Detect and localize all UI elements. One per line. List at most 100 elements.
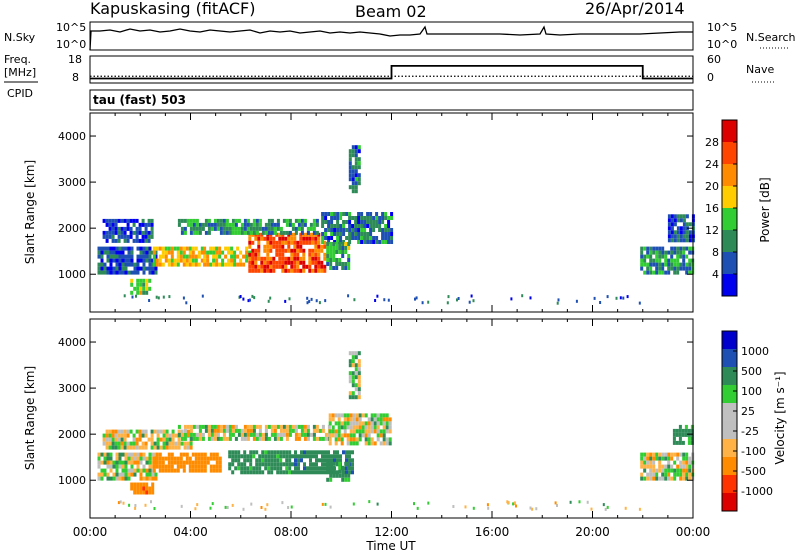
- heatmap-cell: [339, 232, 343, 236]
- heatmap-cell: [679, 468, 683, 473]
- heatmap-cell: [338, 469, 342, 474]
- heatmap-cell: [305, 236, 309, 241]
- heatmap-cell: [231, 462, 235, 467]
- heatmap-cell: [354, 363, 358, 368]
- heatmap-cell: [267, 230, 271, 235]
- heatmap-cell: [302, 264, 306, 269]
- heatmap-cell: [336, 470, 339, 475]
- nave-tick-low: 0: [707, 71, 714, 84]
- heatmap-cell: [351, 462, 354, 467]
- heatmap-cell: [252, 466, 256, 471]
- heatmap-cell: [106, 476, 110, 481]
- heatmap-cell: [245, 258, 249, 263]
- heatmap-cell: [309, 222, 313, 227]
- heatmap-speck: [472, 299, 475, 303]
- heatmap-cell: [272, 256, 276, 261]
- heatmap-cell: [255, 424, 259, 429]
- noise-right-tick-high: 10^5: [707, 21, 737, 34]
- heatmap-cell: [675, 428, 679, 433]
- heatmap-cell: [124, 472, 128, 477]
- heatmap-cell: [145, 254, 149, 259]
- heatmap-cell: [348, 185, 352, 190]
- heatmap-cell: [355, 437, 359, 442]
- heatmap-cell: [288, 428, 292, 433]
- heatmap-speck: [554, 501, 557, 505]
- heatmap-cell: [130, 282, 134, 287]
- heatmap-cell: [186, 218, 190, 223]
- heatmap-cell: [158, 246, 162, 251]
- heatmap-cell: [155, 456, 159, 461]
- heatmap-cell: [273, 436, 277, 441]
- cpid-label: CPID: [7, 87, 33, 100]
- heatmap-cell: [685, 230, 689, 235]
- heatmap-cell: [385, 413, 389, 418]
- heatmap-cell: [145, 468, 149, 473]
- heatmap-cell: [130, 278, 134, 283]
- heatmap-cell: [272, 264, 276, 269]
- heatmap-cell: [194, 456, 198, 461]
- heatmap-speck: [284, 299, 287, 303]
- heatmap-cell: [144, 429, 148, 434]
- heatmap-cell: [376, 429, 380, 434]
- heatmap-cell: [152, 246, 156, 251]
- heatmap-cell: [293, 248, 297, 253]
- heatmap-cell: [183, 226, 187, 231]
- heatmap-cell: [336, 212, 340, 216]
- heatmap-cell: [270, 466, 274, 471]
- heatmap-speck: [318, 301, 321, 305]
- heatmap-cell: [379, 413, 383, 418]
- heatmap-cell: [664, 254, 668, 259]
- heatmap-cell: [385, 425, 389, 430]
- heatmap-cell: [351, 359, 355, 364]
- heatmap-cell: [273, 458, 277, 463]
- heatmap-cell: [231, 470, 235, 475]
- heatmap-cell: [382, 425, 386, 430]
- heatmap-cell: [357, 387, 361, 392]
- heatmap-cell: [318, 470, 321, 475]
- heatmap-cell: [215, 246, 219, 251]
- heatmap-cell: [109, 464, 113, 469]
- heatmap-cell: [231, 226, 235, 231]
- heatmap-cell: [209, 452, 213, 457]
- heatmap-cell: [379, 417, 383, 422]
- heatmap-cell: [243, 428, 247, 433]
- heatmap-speck: [376, 502, 379, 506]
- heatmap-cell: [682, 464, 686, 469]
- heatmap-cell: [212, 250, 216, 255]
- heatmap-cell: [109, 258, 113, 263]
- heatmap-cell: [246, 432, 250, 437]
- heatmap-cell: [164, 246, 168, 251]
- heatmap-cell: [652, 468, 656, 473]
- heatmap-speck: [148, 299, 151, 302]
- heatmap-cell: [658, 460, 662, 465]
- heatmap-cell: [216, 432, 220, 437]
- heatmap-cell: [251, 252, 255, 257]
- heatmap-cell: [179, 452, 183, 457]
- heatmap-cell: [100, 262, 104, 267]
- heatmap-speck: [201, 294, 204, 298]
- heatmap-cell: [285, 462, 289, 467]
- heatmap-cell: [687, 428, 691, 433]
- heatmap-cell: [282, 230, 286, 235]
- heatmap-cell: [658, 246, 662, 251]
- heatmap-speck: [593, 296, 596, 300]
- heatmap-cell: [145, 290, 149, 295]
- heatmap-cell: [228, 428, 232, 433]
- heatmap-cell: [221, 262, 225, 267]
- heatmap-cell: [177, 218, 181, 223]
- heatmap-cell: [215, 452, 219, 457]
- heatmap-cell: [192, 218, 196, 223]
- heatmap-cell: [240, 226, 244, 231]
- heatmap-cell: [366, 212, 370, 216]
- heatmap-cell: [201, 436, 205, 441]
- heatmap-cell: [369, 228, 373, 232]
- heatmap-cell: [664, 476, 668, 481]
- heatmap-cell: [317, 240, 321, 245]
- heatmap-cell: [245, 250, 249, 255]
- heatmap-cell: [348, 351, 352, 356]
- heatmap-cell: [118, 476, 122, 481]
- heatmap-cell: [191, 464, 195, 469]
- heatmap-cell: [261, 436, 265, 441]
- heatmap-speck: [586, 500, 589, 504]
- heatmap-speck: [512, 502, 515, 506]
